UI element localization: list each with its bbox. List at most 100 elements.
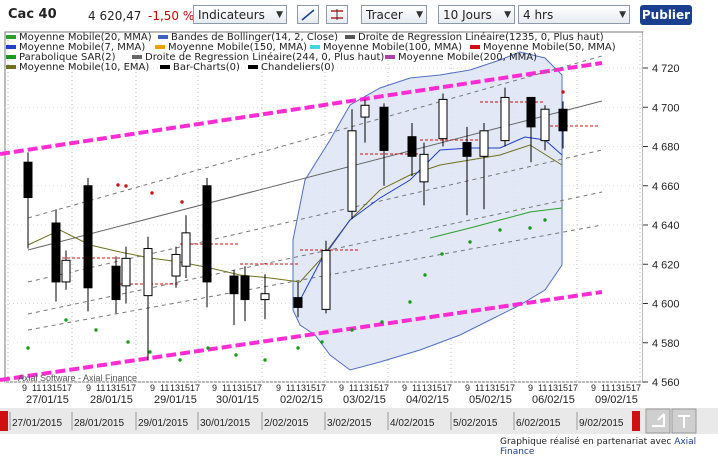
overview-navigator[interactable]: 27/01/2015 28/01/2015 29/01/2015 30/01/2015…	[0, 408, 718, 434]
ema10-line	[27, 144, 563, 283]
trendline-tool-button[interactable]	[297, 5, 319, 24]
indicators-dropdown[interactable]: Indicateurs ▼	[193, 5, 287, 24]
hour-tick-label: 17	[190, 383, 200, 393]
overview-date-label: 9/02/2015	[579, 418, 624, 429]
legend-label: Parabolique SAR(2)	[19, 52, 116, 63]
candle-body	[438, 98, 448, 140]
sar-dot	[178, 358, 182, 362]
legend-item: Moyenne Mobile(10, EMA)	[6, 62, 149, 73]
candle-body	[171, 253, 181, 277]
sar-dot	[116, 183, 120, 187]
candle-body	[61, 259, 71, 283]
hour-tick-label: 11	[32, 383, 41, 393]
zoom-out-icon	[678, 415, 690, 428]
sar-dot	[561, 90, 565, 94]
hour-tick-label: 17	[316, 383, 326, 393]
overview-date-label: 5/02/2015	[453, 418, 498, 429]
regression-band	[27, 55, 603, 219]
candle-body	[293, 297, 303, 308]
hour-tick-label: 11	[222, 383, 231, 393]
legend-item: Bar-Charts(0)	[160, 62, 240, 73]
hour-tick-label: 11	[286, 383, 295, 393]
hour-tick-label: 17	[379, 383, 389, 393]
hour-tick-label: 9	[150, 383, 155, 393]
legend-swatch	[132, 55, 142, 59]
legend-swatch	[385, 55, 395, 59]
hour-tick-label: 17	[62, 383, 72, 393]
interval-dropdown[interactable]: 4 hrs ▼	[518, 5, 630, 24]
legend-item: Moyenne Mobile(50, MMA)	[470, 42, 616, 53]
chevron-down-icon: ▼	[504, 10, 511, 20]
hour-tick-label: 9	[339, 383, 344, 393]
hour-tick-label: 11	[96, 383, 105, 393]
hour-tick-label: 9	[22, 383, 27, 393]
legend-swatch	[248, 65, 258, 69]
horizontal-line-tool-button[interactable]	[326, 5, 348, 24]
legend-label: Chandeliers(0)	[261, 62, 335, 73]
legend-label: Moyenne Mobile(200, MMA)	[398, 52, 537, 63]
hour-tick-label: 11	[160, 383, 169, 393]
y-tick-label: 4 620	[652, 259, 680, 271]
y-tick-label: 4 600	[652, 299, 680, 311]
hour-tick-label: 13	[422, 383, 432, 393]
hour-tick-label: 15	[432, 383, 442, 393]
date-tick-label: 03/02/15	[343, 394, 386, 406]
sar-dot	[124, 184, 128, 188]
legend-item: Moyenne Mobile(200, MMA)	[385, 52, 537, 63]
y-tick-label: 4 700	[652, 102, 680, 114]
hour-tick-label: 13	[170, 383, 180, 393]
date-tick-label: 29/01/15	[154, 394, 197, 406]
publish-button[interactable]: Publier	[640, 5, 692, 25]
candle-body	[111, 265, 121, 301]
zoom-in-button[interactable]	[645, 408, 671, 434]
y-tick-label: 4 720	[652, 63, 680, 75]
scroll-right-handle[interactable]	[632, 411, 640, 431]
sar-dot	[423, 273, 427, 277]
overview-date-label: 3/02/2015	[327, 418, 372, 429]
candle-body	[479, 130, 489, 157]
sar-dot	[94, 328, 98, 332]
draw-dropdown[interactable]: Tracer ▼	[361, 5, 427, 24]
legend-swatch	[6, 35, 16, 39]
legend-label: Moyenne Mobile(100, MMA)	[323, 42, 462, 53]
hour-tick-label: 17	[126, 383, 136, 393]
sar-dot	[64, 318, 68, 322]
sar-dot	[380, 320, 384, 324]
hour-tick-label: 11	[538, 383, 547, 393]
sar-dot	[440, 252, 444, 256]
hour-tick-label: 13	[611, 383, 621, 393]
y-tick-label: 4 580	[652, 338, 680, 350]
overview-date-label: 4/02/2015	[390, 418, 435, 429]
candle-body	[83, 185, 93, 289]
chevron-down-icon: ▼	[619, 10, 626, 20]
legend-label: Bandes de Bollinger(14, 2, Close)	[171, 32, 339, 43]
date-tick-label: 30/01/15	[216, 394, 259, 406]
sar-dot	[543, 218, 547, 222]
date-tick-label: 02/02/15	[280, 394, 323, 406]
hour-tick-label: 9	[212, 383, 217, 393]
date-tick-label: 04/02/15	[406, 394, 449, 406]
y-tick-label: 4 660	[652, 181, 680, 193]
regression-channel-lower	[0, 290, 603, 382]
hour-tick-label: 9	[276, 383, 281, 393]
hour-tick-label: 13	[548, 383, 558, 393]
hour-tick-label: 9	[86, 383, 91, 393]
overview-date-label: 6/02/2015	[516, 418, 561, 429]
hour-tick-label: 17	[442, 383, 452, 393]
hour-tick-label: 13	[359, 383, 369, 393]
hour-tick-label: 9	[591, 383, 596, 393]
candle-body	[229, 275, 239, 295]
overview-scrollbar[interactable]: 27/01/2015 28/01/2015 29/01/2015 30/01/2015…	[0, 408, 718, 434]
period-dropdown[interactable]: 10 Jours ▼	[438, 5, 515, 24]
legend-item: Moyenne Mobile(7, MMA)	[6, 42, 145, 53]
legend-label: Moyenne Mobile(150, MMA)	[168, 42, 307, 53]
price-chart[interactable]: 4 720 4 700 4 680 4 660 4 640 4 620 4 600 4 580…	[0, 30, 718, 408]
sar-dot	[206, 346, 210, 350]
candle-body	[202, 185, 212, 283]
hour-tick-label: 11	[349, 383, 358, 393]
scroll-left-handle[interactable]	[0, 411, 8, 431]
legend-swatch	[470, 45, 480, 49]
legend-item: Droite de Regression Linéaire(244, 0, Pl…	[132, 52, 384, 63]
legend-item: Moyenne Mobile(100, MMA)	[310, 42, 462, 53]
candle-body	[181, 232, 191, 267]
